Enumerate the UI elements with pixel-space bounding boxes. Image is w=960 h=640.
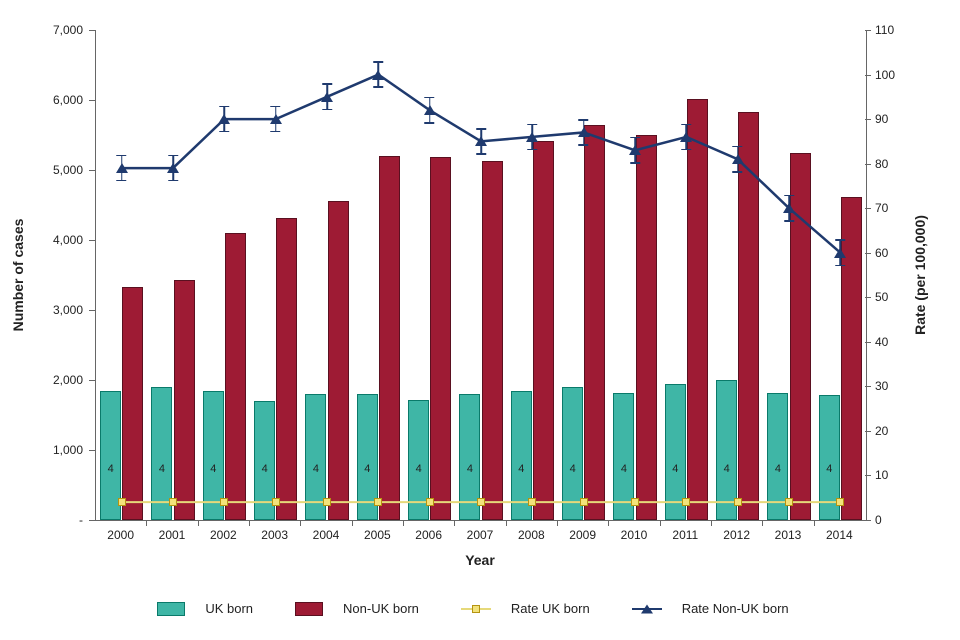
- marker-rate-uk: [734, 498, 742, 506]
- marker-rate-nonuk: [321, 92, 333, 102]
- legend-swatch: [295, 602, 323, 616]
- x-tick-label: 2014: [826, 528, 853, 542]
- y-axis-left-label: Number of cases: [10, 219, 26, 332]
- y-right-tick-label: 60: [875, 246, 888, 260]
- marker-rate-nonuk: [526, 132, 538, 142]
- y-right-tick-label: 50: [875, 290, 888, 304]
- marker-rate-uk: [426, 498, 434, 506]
- x-tick-label: 2009: [569, 528, 596, 542]
- y-right-tick-label: 90: [875, 112, 888, 126]
- marker-rate-nonuk: [424, 105, 436, 115]
- marker-rate-nonuk: [270, 114, 282, 124]
- y-right-tick-label: 30: [875, 379, 888, 393]
- marker-rate-nonuk: [680, 132, 692, 142]
- y-right-tick-label: 10: [875, 468, 888, 482]
- x-tick-label: 2006: [415, 528, 442, 542]
- marker-rate-uk: [682, 498, 690, 506]
- y-right-tick-label: 0: [875, 513, 882, 527]
- y-right-tick-label: 20: [875, 424, 888, 438]
- x-tick-label: 2008: [518, 528, 545, 542]
- legend-label: Non-UK born: [343, 601, 419, 616]
- legend-item: Rate Non-UK born: [632, 601, 803, 616]
- x-tick-label: 2002: [210, 528, 237, 542]
- legend-line: [632, 608, 662, 610]
- marker-rate-uk: [323, 498, 331, 506]
- x-tick-label: 2003: [261, 528, 288, 542]
- x-tick-label: 2010: [621, 528, 648, 542]
- y-right-tick-label: 80: [875, 157, 888, 171]
- marker-rate-uk: [836, 498, 844, 506]
- x-tick-label: 2005: [364, 528, 391, 542]
- y-left-tick-label: 2,000: [0, 373, 83, 387]
- legend-label: Rate Non-UK born: [682, 601, 789, 616]
- marker-rate-uk: [477, 498, 485, 506]
- line-layer: [96, 30, 866, 520]
- legend-label: Rate UK born: [511, 601, 590, 616]
- x-tick-label: 2007: [467, 528, 494, 542]
- marker-rate-nonuk: [475, 136, 487, 146]
- x-tick-label: 2011: [672, 528, 698, 542]
- y-right-tick-label: 40: [875, 335, 888, 349]
- plot-area: 444444444444444: [95, 30, 867, 521]
- y-right-tick-label: 70: [875, 201, 888, 215]
- x-tick-label: 2001: [159, 528, 186, 542]
- marker-rate-nonuk: [783, 203, 795, 213]
- marker-rate-uk: [785, 498, 793, 506]
- x-tick-label: 2004: [313, 528, 340, 542]
- legend: UK born Non-UK born Rate UK born Rate Non-U…: [0, 600, 960, 616]
- marker-rate-nonuk: [218, 114, 230, 124]
- x-tick-label: 2000: [107, 528, 134, 542]
- marker-rate-uk: [169, 498, 177, 506]
- marker-rate-uk: [631, 498, 639, 506]
- y-left-tick-label: 7,000: [0, 23, 83, 37]
- chart-container: { "chart": { "type": "grouped-bar-dual-a…: [0, 0, 960, 640]
- y-left-tick-label: 1,000: [0, 443, 83, 457]
- legend-item: Rate UK born: [461, 601, 604, 616]
- marker-rate-uk: [118, 498, 126, 506]
- x-tick-label: 2013: [775, 528, 802, 542]
- y-left-tick-label: 6,000: [0, 93, 83, 107]
- y-left-tick-label: 5,000: [0, 163, 83, 177]
- legend-label: UK born: [205, 601, 253, 616]
- marker-rate-uk: [272, 498, 280, 506]
- marker-rate-uk: [580, 498, 588, 506]
- y-left-tick-label: -: [0, 513, 83, 527]
- legend-item: UK born: [157, 601, 267, 616]
- y-right-tick-label: 110: [875, 23, 894, 37]
- marker-rate-uk: [220, 498, 228, 506]
- marker-rate-uk: [374, 498, 382, 506]
- legend-line: [461, 608, 491, 610]
- legend-item: Non-UK born: [295, 601, 433, 616]
- marker-rate-nonuk: [116, 163, 128, 173]
- marker-rate-nonuk: [629, 145, 641, 155]
- y-right-tick-label: 100: [875, 68, 895, 82]
- legend-marker-square-icon: [472, 605, 480, 613]
- x-axis-label: Year: [0, 552, 960, 568]
- marker-rate-nonuk: [167, 163, 179, 173]
- legend-marker-triangle-icon: [641, 604, 653, 613]
- y-axis-right-label: Rate (per 100,000): [912, 215, 928, 335]
- marker-rate-nonuk: [372, 70, 384, 80]
- legend-swatch: [157, 602, 185, 616]
- x-tick-label: 2012: [723, 528, 750, 542]
- marker-rate-uk: [528, 498, 536, 506]
- marker-rate-nonuk: [834, 248, 846, 258]
- marker-rate-nonuk: [732, 154, 744, 164]
- marker-rate-nonuk: [578, 127, 590, 137]
